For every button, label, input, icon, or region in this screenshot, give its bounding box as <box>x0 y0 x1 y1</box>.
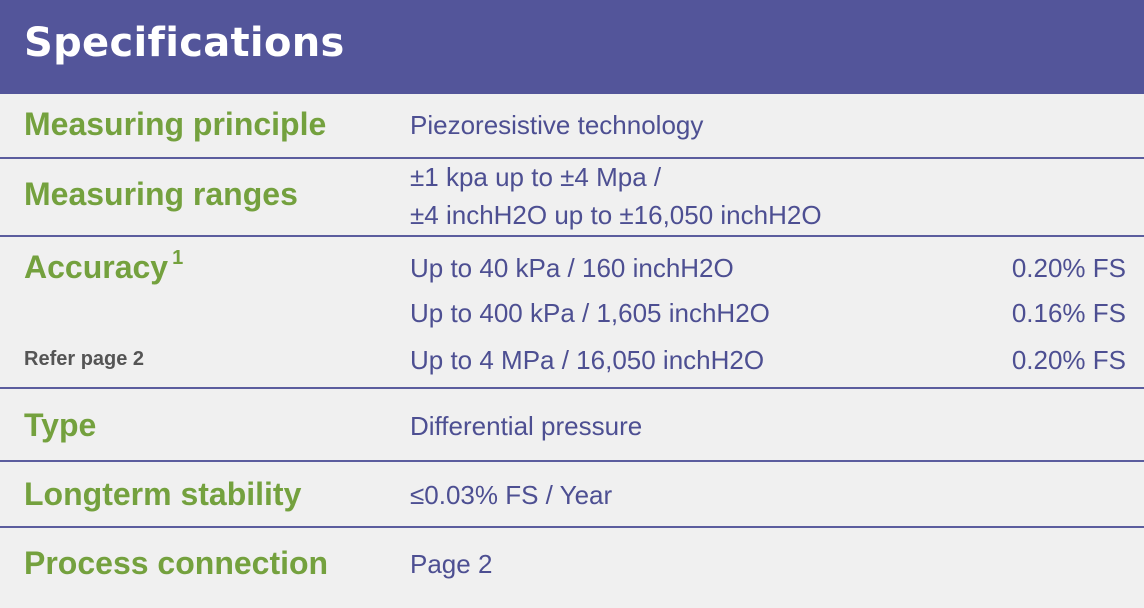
row-divider <box>0 387 1144 389</box>
row-divider <box>0 526 1144 528</box>
accuracy-range-1: Up to 40 kPa / 160 inchH2O <box>410 253 734 283</box>
page-title: Specifications <box>24 20 345 66</box>
row-divider <box>0 460 1144 462</box>
label-measuring-principle: Measuring principle <box>24 106 327 142</box>
value-measuring-ranges-line-2: ±4 inchH2O up to ±16,050 inchH2O <box>410 200 822 230</box>
label-accuracy-text: Accuracy <box>24 249 169 285</box>
value-process-connection: Page 2 <box>410 549 493 579</box>
value-measuring-principle: Piezoresistive technology <box>410 110 704 140</box>
accuracy-note: Refer page 2 <box>24 348 145 370</box>
accuracy-value-1: 0.20% FS <box>1011 253 1126 283</box>
row-divider <box>0 157 1144 159</box>
spec-table: Measuring principle Piezoresistive techn… <box>0 94 1144 608</box>
footnote-mark: 1 <box>172 247 184 270</box>
label-type: Type <box>24 407 97 443</box>
label-accuracy: Accuracy 1 <box>24 247 184 286</box>
spec-header: Specifications <box>0 0 1144 94</box>
value-longterm-stability: ≤0.03% FS / Year <box>410 480 613 510</box>
row-divider <box>0 235 1144 237</box>
accuracy-value-3: 0.20% FS <box>1011 345 1126 375</box>
label-longterm-stability: Longterm stability <box>24 476 302 512</box>
value-type: Differential pressure <box>410 411 643 441</box>
accuracy-range-3: Up to 4 MPa / 16,050 inchH2O <box>410 345 765 375</box>
value-measuring-ranges-line-1: ±1 kpa up to ±4 Mpa / <box>410 162 662 192</box>
label-measuring-ranges: Measuring ranges <box>24 176 298 212</box>
accuracy-range-2: Up to 400 kPa / 1,605 inchH2O <box>410 298 770 328</box>
label-process-connection: Process connection <box>24 545 329 581</box>
accuracy-value-2: 0.16% FS <box>1011 298 1126 328</box>
